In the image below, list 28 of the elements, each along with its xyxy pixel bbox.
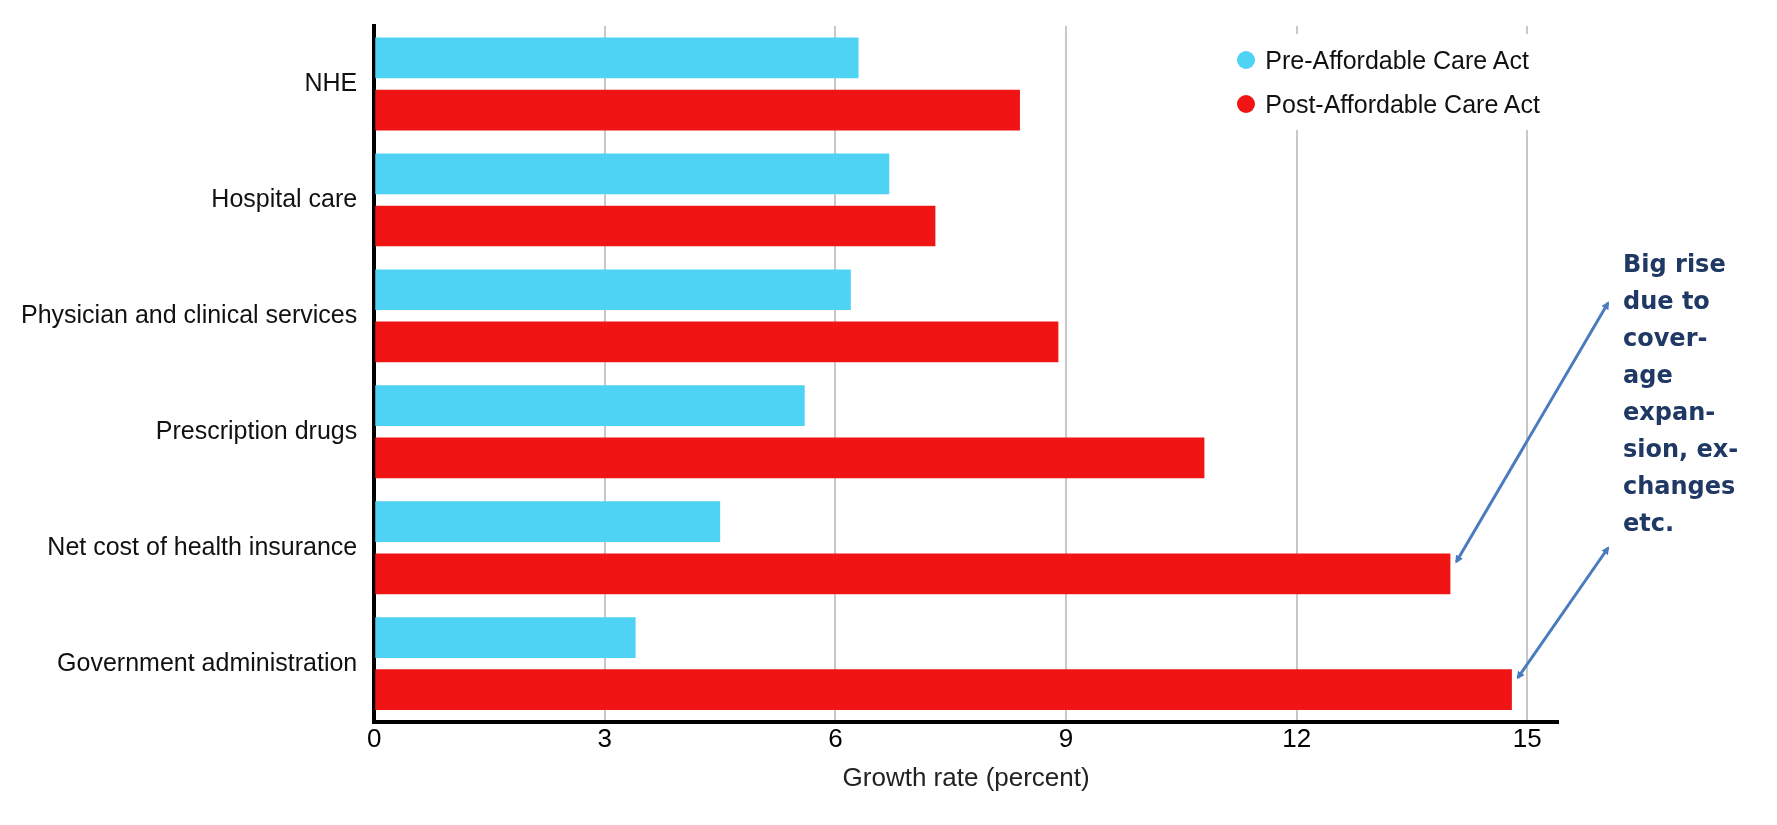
y-tick-label: Government administration bbox=[57, 647, 358, 676]
bar bbox=[375, 437, 1205, 479]
legend-label: Post-Affordable Care Act bbox=[1265, 89, 1540, 119]
bar bbox=[375, 669, 1512, 711]
text: Big rise due to cover- age expan- sion, ex- changes etc. bbox=[1623, 249, 1739, 539]
x-tick-label: 3 bbox=[597, 723, 613, 754]
x-tick-label: 6 bbox=[828, 723, 843, 754]
legend-label: Pre-Affordable Care Act bbox=[1265, 45, 1529, 75]
y-tick-label: Hospital care bbox=[211, 183, 358, 212]
y-tick-label: Net cost of health insurance bbox=[47, 531, 358, 560]
y-tick-label: Prescription drugs bbox=[155, 415, 358, 444]
x-tick-label: 15 bbox=[1512, 723, 1542, 754]
bar bbox=[375, 321, 1059, 363]
x-tick-label: 0 bbox=[367, 723, 382, 754]
bar bbox=[375, 205, 936, 247]
bar bbox=[375, 153, 890, 195]
y-tick-label: Physician and clinical services bbox=[20, 299, 358, 328]
bar bbox=[375, 37, 859, 79]
bar bbox=[375, 501, 721, 542]
y-tick-label: NHE bbox=[304, 67, 358, 96]
bar bbox=[375, 89, 1020, 131]
x-tick-label: 12 bbox=[1282, 723, 1312, 754]
bar bbox=[375, 553, 1451, 595]
bar bbox=[375, 617, 636, 658]
bar bbox=[375, 269, 851, 311]
x-axis-title: Growth rate (percent) bbox=[842, 761, 1090, 792]
x-tick-label: 9 bbox=[1058, 723, 1074, 754]
bar bbox=[375, 385, 805, 427]
